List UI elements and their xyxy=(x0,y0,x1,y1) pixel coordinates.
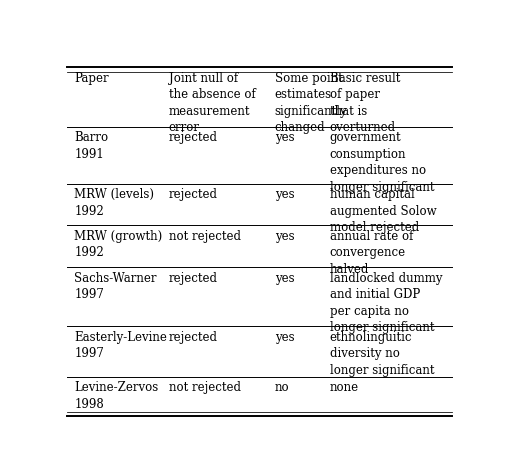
Text: MRW (growth)
1992: MRW (growth) 1992 xyxy=(75,229,163,259)
Text: rejected: rejected xyxy=(169,188,218,201)
Text: MRW (levels)
1992: MRW (levels) 1992 xyxy=(75,188,154,217)
Text: rejected: rejected xyxy=(169,330,218,343)
Text: none: none xyxy=(330,380,359,394)
Text: ethnolinguitic
diversity no
longer significant: ethnolinguitic diversity no longer signi… xyxy=(330,330,434,376)
Text: Levine-Zervos
1998: Levine-Zervos 1998 xyxy=(75,380,159,410)
Text: Sachs-Warner
1997: Sachs-Warner 1997 xyxy=(75,271,157,300)
Text: yes: yes xyxy=(275,188,295,201)
Text: Basic result
of paper
that is
overturned: Basic result of paper that is overturned xyxy=(330,72,400,134)
Text: no: no xyxy=(275,380,289,394)
Text: Barro
1991: Barro 1991 xyxy=(75,131,108,160)
Text: rejected: rejected xyxy=(169,271,218,284)
Text: Joint null of
the absence of
measurement
error: Joint null of the absence of measurement… xyxy=(169,72,256,134)
Text: landlocked dummy
and initial GDP
per capita no
longer significant: landlocked dummy and initial GDP per cap… xyxy=(330,271,442,333)
Text: yes: yes xyxy=(275,131,295,144)
Text: yes: yes xyxy=(275,271,295,284)
Text: not rejected: not rejected xyxy=(169,380,241,394)
Text: government
consumption
expenditures no
longer significant: government consumption expenditures no l… xyxy=(330,131,434,193)
Text: rejected: rejected xyxy=(169,131,218,144)
Text: yes: yes xyxy=(275,330,295,343)
Text: not rejected: not rejected xyxy=(169,229,241,242)
Text: human capital
augmented Solow
model rejected: human capital augmented Solow model reje… xyxy=(330,188,437,234)
Text: Some point
estimates
significantly
changed: Some point estimates significantly chang… xyxy=(275,72,347,134)
Text: Easterly-Levine
1997: Easterly-Levine 1997 xyxy=(75,330,167,360)
Text: yes: yes xyxy=(275,229,295,242)
Text: annual rate of
convergence
halved: annual rate of convergence halved xyxy=(330,229,413,275)
Text: Paper: Paper xyxy=(75,72,109,85)
